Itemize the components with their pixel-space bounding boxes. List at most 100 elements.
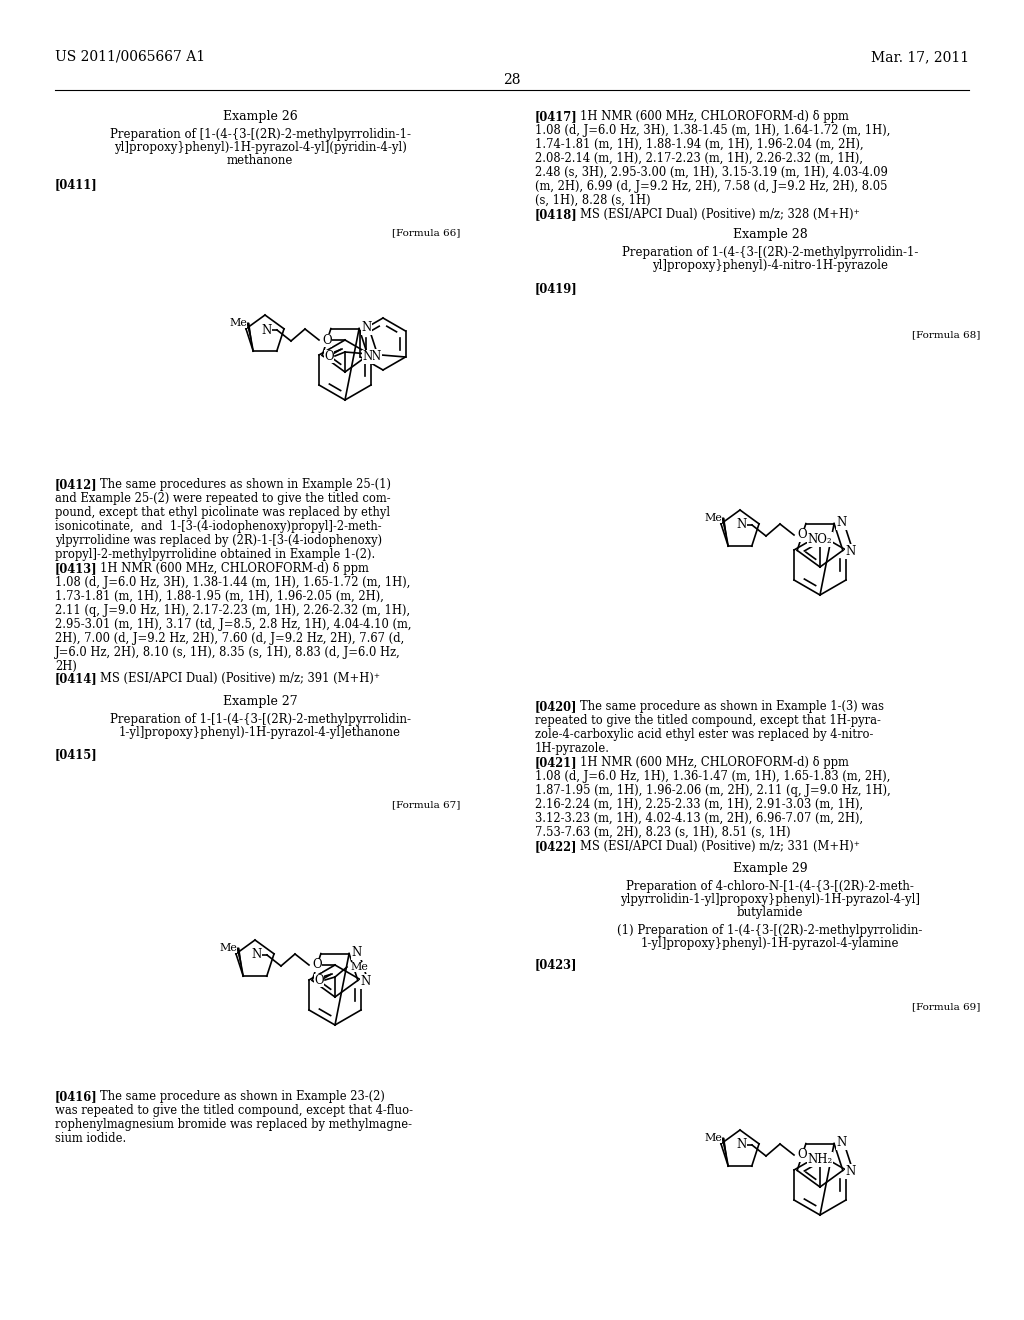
Text: [0417]: [0417] (535, 110, 578, 123)
Text: 2H): 2H) (55, 660, 77, 673)
Text: N: N (737, 519, 748, 532)
Polygon shape (237, 948, 244, 977)
Text: 28: 28 (503, 73, 521, 87)
Text: O: O (314, 974, 324, 986)
Text: [Formula 69]: [Formula 69] (911, 1002, 980, 1011)
Text: MS (ESI/APCI Dual) (Positive) m/z; 328 (M+H)⁺: MS (ESI/APCI Dual) (Positive) m/z; 328 (… (580, 209, 860, 220)
Text: 2.16-2.24 (m, 1H), 2.25-2.33 (m, 1H), 2.91-3.03 (m, 1H),: 2.16-2.24 (m, 1H), 2.25-2.33 (m, 1H), 2.… (535, 799, 863, 810)
Text: Me: Me (705, 1133, 722, 1143)
Text: Preparation of 1-[1-(4-{3-[(2R)-2-methylpyrrolidin-: Preparation of 1-[1-(4-{3-[(2R)-2-methyl… (110, 713, 411, 726)
Text: NO₂: NO₂ (808, 533, 833, 546)
Text: was repeated to give the titled compound, except that 4-fluo-: was repeated to give the titled compound… (55, 1104, 413, 1117)
Text: [Formula 67]: [Formula 67] (391, 800, 460, 809)
Text: The same procedures as shown in Example 25-(1): The same procedures as shown in Example … (100, 478, 391, 491)
Text: [0420]: [0420] (535, 700, 578, 713)
Text: [0421]: [0421] (535, 756, 578, 770)
Text: N: N (837, 516, 847, 529)
Text: sium iodide.: sium iodide. (55, 1133, 126, 1144)
Text: O: O (325, 350, 334, 363)
Text: 2.48 (s, 3H), 2.95-3.00 (m, 1H), 3.15-3.19 (m, 1H), 4.03-4.09: 2.48 (s, 3H), 2.95-3.00 (m, 1H), 3.15-3.… (535, 166, 888, 180)
Text: The same procedure as shown in Example 23-(2): The same procedure as shown in Example 2… (100, 1090, 385, 1104)
Text: N: N (837, 1137, 847, 1150)
Text: yl]propoxy}phenyl)-1H-pyrazol-4-yl](pyridin-4-yl): yl]propoxy}phenyl)-1H-pyrazol-4-yl](pyri… (114, 141, 407, 154)
Text: N: N (737, 1138, 748, 1151)
Text: [0415]: [0415] (55, 748, 97, 762)
Text: ylpyrrolidine was replaced by (2R)-1-[3-(4-iodophenoxy): ylpyrrolidine was replaced by (2R)-1-[3-… (55, 535, 382, 546)
Text: (1) Preparation of 1-(4-{3-[(2R)-2-methylpyrrolidin-: (1) Preparation of 1-(4-{3-[(2R)-2-methy… (617, 924, 923, 937)
Text: 1H NMR (600 MHz, CHLOROFORM-d) δ ppm: 1H NMR (600 MHz, CHLOROFORM-d) δ ppm (580, 756, 849, 770)
Text: Example 27: Example 27 (222, 696, 297, 708)
Text: [0418]: [0418] (535, 209, 578, 220)
Text: butylamide: butylamide (736, 906, 803, 919)
Text: N: N (252, 949, 262, 961)
Text: MS (ESI/APCI Dual) (Positive) m/z; 391 (M+H)⁺: MS (ESI/APCI Dual) (Positive) m/z; 391 (… (100, 672, 380, 685)
Text: Mar. 17, 2011: Mar. 17, 2011 (870, 50, 969, 63)
Text: 3.12-3.23 (m, 1H), 4.02-4.13 (m, 2H), 6.96-7.07 (m, 2H),: 3.12-3.23 (m, 1H), 4.02-4.13 (m, 2H), 6.… (535, 812, 863, 825)
Text: O: O (312, 958, 322, 972)
Polygon shape (722, 517, 728, 546)
Text: N: N (846, 545, 856, 558)
Text: 1.87-1.95 (m, 1H), 1.96-2.06 (m, 2H), 2.11 (q, J=9.0 Hz, 1H),: 1.87-1.95 (m, 1H), 1.96-2.06 (m, 2H), 2.… (535, 784, 891, 797)
Text: Preparation of [1-(4-{3-[(2R)-2-methylpyrrolidin-1-: Preparation of [1-(4-{3-[(2R)-2-methylpy… (110, 128, 411, 141)
Text: Me: Me (229, 318, 247, 327)
Text: 1-yl]propoxy}phenyl)-1H-pyrazol-4-yl]ethanone: 1-yl]propoxy}phenyl)-1H-pyrazol-4-yl]eth… (119, 726, 401, 739)
Text: [0411]: [0411] (55, 178, 97, 191)
Text: J=6.0 Hz, 2H), 8.10 (s, 1H), 8.35 (s, 1H), 8.83 (d, J=6.0 Hz,: J=6.0 Hz, 2H), 8.10 (s, 1H), 8.35 (s, 1H… (55, 645, 400, 659)
Text: and Example 25-(2) were repeated to give the titled com-: and Example 25-(2) were repeated to give… (55, 492, 390, 506)
Text: [0423]: [0423] (535, 958, 578, 972)
Text: [Formula 66]: [Formula 66] (391, 228, 460, 238)
Text: MS (ESI/APCI Dual) (Positive) m/z; 331 (M+H)⁺: MS (ESI/APCI Dual) (Positive) m/z; 331 (… (580, 840, 860, 853)
Text: 1H NMR (600 MHz, CHLOROFORM-d) δ ppm: 1H NMR (600 MHz, CHLOROFORM-d) δ ppm (100, 562, 369, 576)
Text: [0414]: [0414] (55, 672, 97, 685)
Text: zole-4-carboxylic acid ethyl ester was replaced by 4-nitro-: zole-4-carboxylic acid ethyl ester was r… (535, 729, 873, 741)
Text: repeated to give the titled compound, except that 1H-pyra-: repeated to give the titled compound, ex… (535, 714, 881, 727)
Text: 2.08-2.14 (m, 1H), 2.17-2.23 (m, 1H), 2.26-2.32 (m, 1H),: 2.08-2.14 (m, 1H), 2.17-2.23 (m, 1H), 2.… (535, 152, 863, 165)
Text: [0422]: [0422] (535, 840, 578, 853)
Text: Me: Me (219, 942, 237, 953)
Text: 1.08 (d, J=6.0 Hz, 3H), 1.38-1.44 (m, 1H), 1.65-1.72 (m, 1H),: 1.08 (d, J=6.0 Hz, 3H), 1.38-1.44 (m, 1H… (55, 576, 411, 589)
Text: methanone: methanone (226, 154, 293, 168)
Polygon shape (247, 322, 253, 351)
Text: 1.08 (d, J=6.0 Hz, 1H), 1.36-1.47 (m, 1H), 1.65-1.83 (m, 2H),: 1.08 (d, J=6.0 Hz, 1H), 1.36-1.47 (m, 1H… (535, 770, 891, 783)
Text: 1-yl]propoxy}phenyl)-1H-pyrazol-4-ylamine: 1-yl]propoxy}phenyl)-1H-pyrazol-4-ylamin… (641, 937, 899, 950)
Text: 1H-pyrazole.: 1H-pyrazole. (535, 742, 610, 755)
Text: isonicotinate,  and  1-[3-(4-iodophenoxy)propyl]-2-meth-: isonicotinate, and 1-[3-(4-iodophenoxy)p… (55, 520, 382, 533)
Text: Preparation of 4-chloro-N-[1-(4-{3-[(2R)-2-meth-: Preparation of 4-chloro-N-[1-(4-{3-[(2R)… (626, 880, 914, 894)
Text: Me: Me (705, 513, 722, 523)
Text: rophenylmagnesium bromide was replaced by methylmagne-: rophenylmagnesium bromide was replaced b… (55, 1118, 412, 1131)
Text: [0412]: [0412] (55, 478, 97, 491)
Text: N: N (361, 321, 372, 334)
Text: 7.53-7.63 (m, 2H), 8.23 (s, 1H), 8.51 (s, 1H): 7.53-7.63 (m, 2H), 8.23 (s, 1H), 8.51 (s… (535, 826, 791, 840)
Text: N: N (360, 975, 371, 987)
Text: [0413]: [0413] (55, 562, 97, 576)
Text: Preparation of 1-(4-{3-[(2R)-2-methylpyrrolidin-1-: Preparation of 1-(4-{3-[(2R)-2-methylpyr… (622, 246, 919, 259)
Text: ylpyrrolidin-1-yl]propoxy}phenyl)-1H-pyrazol-4-yl]: ylpyrrolidin-1-yl]propoxy}phenyl)-1H-pyr… (620, 894, 920, 906)
Text: [0416]: [0416] (55, 1090, 97, 1104)
Text: O: O (798, 528, 807, 541)
Text: Example 29: Example 29 (733, 862, 807, 875)
Text: [0419]: [0419] (535, 282, 578, 294)
Text: N: N (262, 323, 272, 337)
Text: (m, 2H), 6.99 (d, J=9.2 Hz, 2H), 7.58 (d, J=9.2 Hz, 2H), 8.05: (m, 2H), 6.99 (d, J=9.2 Hz, 2H), 7.58 (d… (535, 180, 888, 193)
Text: (s, 1H), 8.28 (s, 1H): (s, 1H), 8.28 (s, 1H) (535, 194, 650, 207)
Text: Example 28: Example 28 (732, 228, 807, 242)
Text: O: O (323, 334, 332, 346)
Text: NH₂: NH₂ (807, 1152, 833, 1166)
Text: propyl]-2-methylpyrrolidine obtained in Example 1-(2).: propyl]-2-methylpyrrolidine obtained in … (55, 548, 375, 561)
Text: N: N (846, 1166, 856, 1177)
Text: 1H NMR (600 MHz, CHLOROFORM-d) δ ppm: 1H NMR (600 MHz, CHLOROFORM-d) δ ppm (580, 110, 849, 123)
Text: 2H), 7.00 (d, J=9.2 Hz, 2H), 7.60 (d, J=9.2 Hz, 2H), 7.67 (d,: 2H), 7.00 (d, J=9.2 Hz, 2H), 7.60 (d, J=… (55, 632, 404, 645)
Text: 1.73-1.81 (m, 1H), 1.88-1.95 (m, 1H), 1.96-2.05 (m, 2H),: 1.73-1.81 (m, 1H), 1.88-1.95 (m, 1H), 1.… (55, 590, 384, 603)
Text: Me: Me (350, 962, 368, 972)
Text: N: N (362, 351, 373, 363)
Text: N: N (351, 946, 361, 960)
Text: pound, except that ethyl picolinate was replaced by ethyl: pound, except that ethyl picolinate was … (55, 506, 390, 519)
Text: yl]propoxy}phenyl)-4-nitro-1H-pyrazole: yl]propoxy}phenyl)-4-nitro-1H-pyrazole (652, 259, 888, 272)
Text: US 2011/0065667 A1: US 2011/0065667 A1 (55, 50, 205, 63)
Text: 2.11 (q, J=9.0 Hz, 1H), 2.17-2.23 (m, 1H), 2.26-2.32 (m, 1H),: 2.11 (q, J=9.0 Hz, 1H), 2.17-2.23 (m, 1H… (55, 605, 411, 616)
Text: O: O (798, 1148, 807, 1162)
Text: 1.74-1.81 (m, 1H), 1.88-1.94 (m, 1H), 1.96-2.04 (m, 2H),: 1.74-1.81 (m, 1H), 1.88-1.94 (m, 1H), 1.… (535, 139, 863, 150)
Text: N: N (371, 350, 381, 363)
Text: The same procedure as shown in Example 1-(3) was: The same procedure as shown in Example 1… (580, 700, 884, 713)
Text: 1.08 (d, J=6.0 Hz, 3H), 1.38-1.45 (m, 1H), 1.64-1.72 (m, 1H),: 1.08 (d, J=6.0 Hz, 3H), 1.38-1.45 (m, 1H… (535, 124, 891, 137)
